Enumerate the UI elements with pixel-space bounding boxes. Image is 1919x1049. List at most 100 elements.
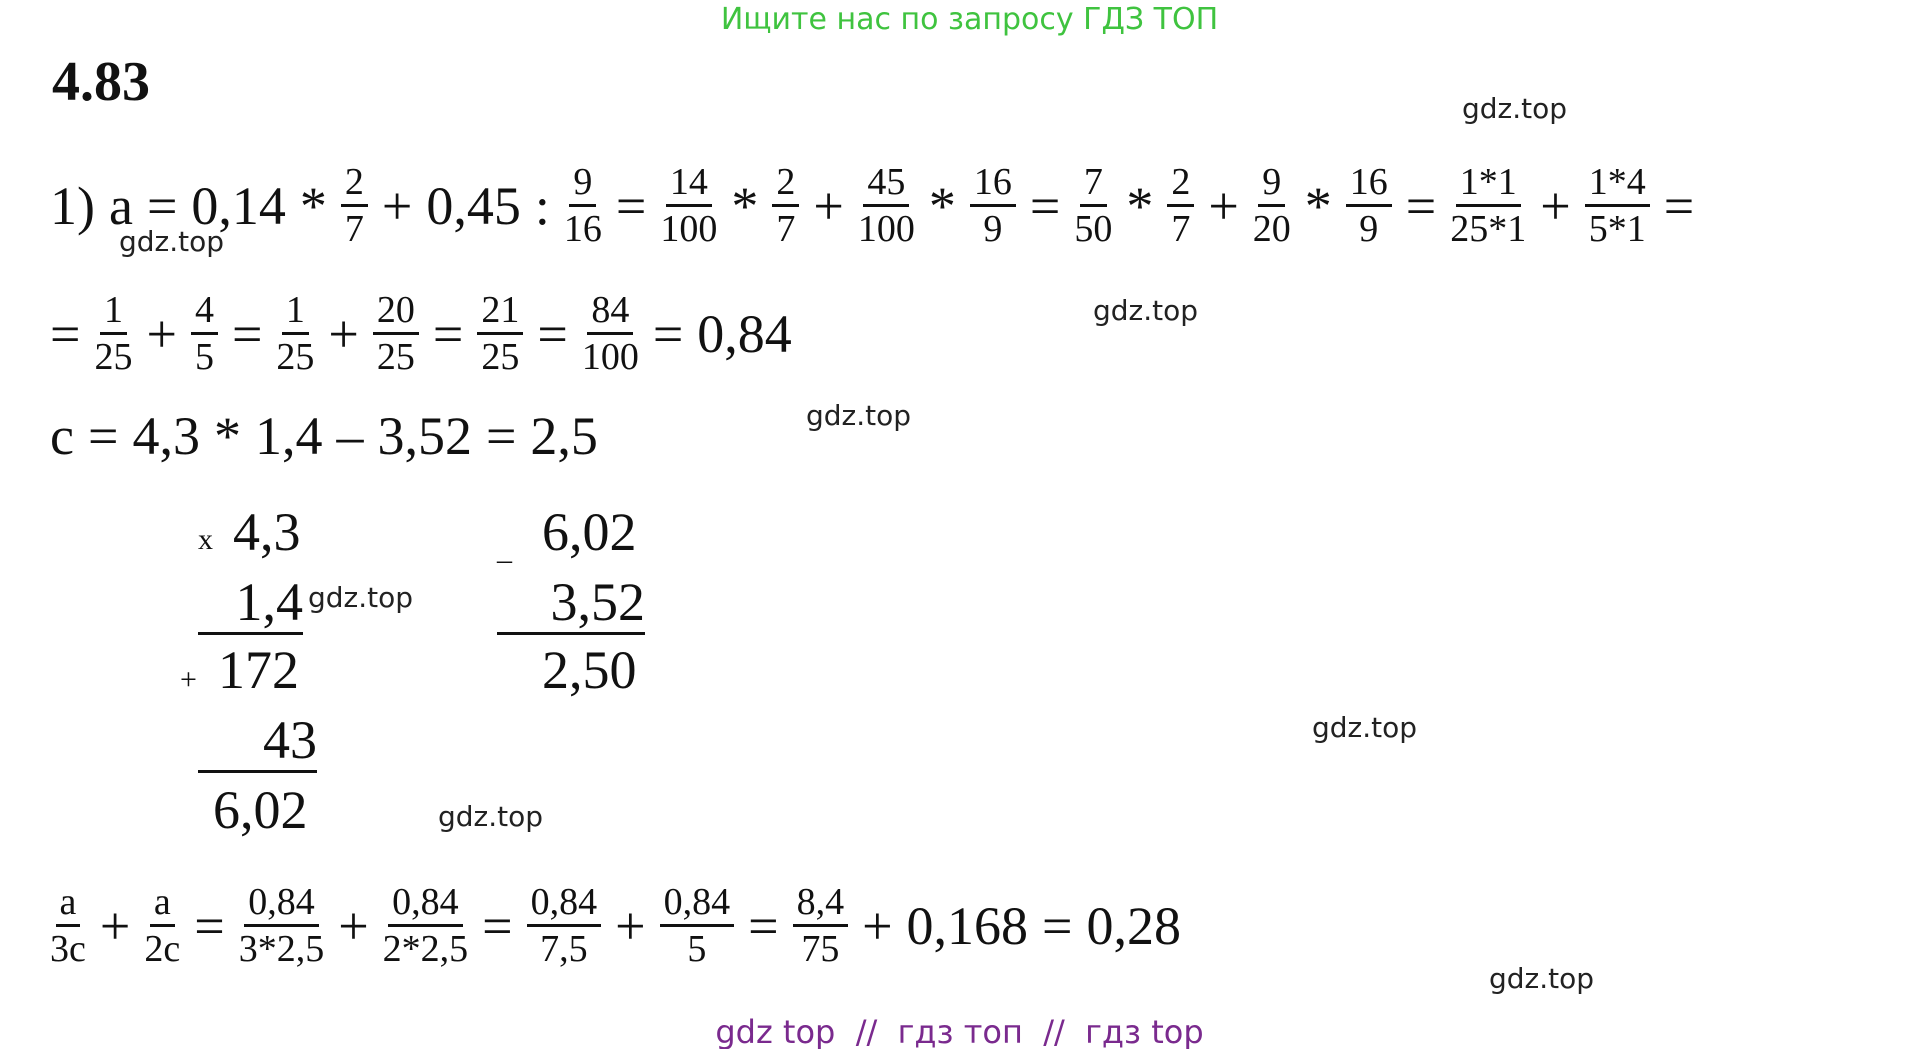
math-token: = — [1405, 175, 1437, 236]
numerator: 7 — [1079, 160, 1107, 207]
math-token: 2,5 — [530, 406, 598, 466]
numerator: 14 — [665, 160, 712, 207]
numerator: a — [149, 880, 175, 927]
multiplication-item: 172 — [218, 640, 299, 700]
fraction: a 2c — [144, 880, 180, 971]
watermark: gdz.top — [1093, 294, 1199, 327]
fraction: 20 25 — [372, 288, 419, 379]
denominator: 7 — [1171, 208, 1191, 250]
numerator: 4 — [190, 288, 218, 335]
denominator: 3c — [50, 928, 86, 970]
math-token: + — [1208, 175, 1239, 236]
watermark: gdz.top — [119, 225, 225, 258]
subtraction-item: 6,02 — [542, 502, 637, 562]
multiplication-item: 1,4 — [198, 572, 303, 635]
fraction: 9 16 — [564, 160, 602, 251]
watermark: gdz.top — [1462, 92, 1568, 125]
numerator: 8,4 — [792, 880, 849, 927]
fraction: 1 25 — [94, 288, 132, 379]
math-token: = — [652, 303, 684, 364]
watermark: gdz.top — [438, 800, 544, 833]
denominator: 5 — [687, 928, 707, 970]
numerator: 0,84 — [244, 880, 319, 927]
numerator: 2 — [772, 160, 800, 207]
multiplication-item: x — [198, 523, 213, 556]
fraction: 8,4 75 — [792, 880, 849, 971]
numerator: 0,84 — [659, 880, 735, 927]
math-token: = — [432, 303, 464, 364]
math-token: * — [213, 406, 241, 466]
numerator: 0,84 — [388, 880, 463, 927]
math-token: = — [50, 303, 81, 364]
banner: Ищите нас по запросу ГДЗ ТОП — [720, 2, 1219, 37]
math-token: * — [1304, 175, 1332, 236]
math-token: = — [87, 406, 119, 466]
math-token: 1,4 — [254, 406, 323, 466]
math-token: 0,28 — [1086, 895, 1182, 956]
math-token: – — [336, 406, 364, 466]
fraction: 0,84 2*2,5 — [383, 880, 469, 971]
equation-line: a 3c + a 2c = 0,84 3*2,5 +0,84 2*2,5 = 0,84 7,5 +0,84… — [50, 880, 1181, 971]
numerator: a — [55, 880, 81, 927]
multiplication-item: 6,02 — [213, 780, 308, 840]
math-token: 0,45 — [426, 175, 521, 236]
fraction: 1 25 — [276, 288, 314, 379]
subtraction-item: 3,52 — [497, 572, 645, 635]
fraction: 0,84 5 — [659, 880, 735, 971]
subtraction-item: 2,50 — [542, 640, 637, 700]
denominator: 7 — [344, 208, 364, 250]
math-token: = — [1663, 175, 1695, 236]
numerator: 16 — [969, 160, 1016, 207]
watermark: gdz.top — [1312, 711, 1418, 744]
math-token: = — [482, 895, 513, 956]
denominator: 16 — [563, 208, 602, 250]
denominator: 75 — [801, 928, 840, 970]
numerator: 0,84 — [526, 880, 602, 927]
watermark: gdz.top — [1489, 962, 1595, 995]
denominator: 7 — [776, 208, 796, 250]
numerator: 84 — [587, 288, 634, 335]
denominator: 100 — [857, 208, 915, 250]
numerator: 1*4 — [1584, 160, 1650, 207]
fraction: 0,84 3*2,5 — [239, 880, 325, 971]
math-token: * — [299, 175, 327, 236]
math-token: = — [748, 895, 779, 956]
fraction: 0,84 7,5 — [526, 880, 602, 971]
multiplication-item: 43 — [198, 710, 317, 773]
math-token: + — [146, 303, 177, 364]
equation-line: 1) a = 0,14 * 2 7 +0,45:9 16 = 14 100 * 2 7 +45 100 * 16 9 =… — [50, 160, 1694, 251]
problem-number: 4.83 — [52, 51, 150, 113]
math-token: + — [1540, 175, 1571, 236]
math-token: 4,3 — [132, 406, 200, 466]
numerator: 1 — [281, 288, 309, 335]
math-token: 3,52 — [377, 406, 472, 466]
numerator: 20 — [372, 288, 419, 335]
denominator: 5*1 — [1588, 208, 1646, 250]
watermark: gdz.top — [806, 399, 912, 432]
denominator: 50 — [1074, 208, 1113, 250]
footer: gdz top // гдз топ // гдз top — [715, 1013, 1204, 1049]
math-token: + — [615, 895, 646, 956]
math-token: = — [485, 406, 517, 466]
math-token: c — [50, 406, 74, 466]
math-token: + — [862, 895, 893, 956]
denominator: 100 — [581, 336, 639, 378]
math-token: 0,168 — [906, 895, 1029, 956]
denominator: 100 — [660, 208, 718, 250]
fraction: 1*4 5*1 — [1584, 160, 1650, 251]
fraction: 1*1 25*1 — [1450, 160, 1526, 251]
math-token: + — [381, 175, 413, 236]
math-token: 0,84 — [697, 303, 792, 364]
numerator: 2 — [1167, 160, 1195, 207]
numerator: 16 — [1345, 160, 1392, 207]
fraction: 7 50 — [1074, 160, 1112, 251]
numerator: 2 — [340, 160, 368, 207]
math-token: + — [338, 895, 369, 956]
denominator: 9 — [1359, 208, 1379, 250]
math-token: 1) — [50, 175, 95, 236]
denominator: 25*1 — [1450, 208, 1527, 250]
subtraction-item: _ — [497, 533, 512, 566]
math-token: + — [328, 303, 359, 364]
